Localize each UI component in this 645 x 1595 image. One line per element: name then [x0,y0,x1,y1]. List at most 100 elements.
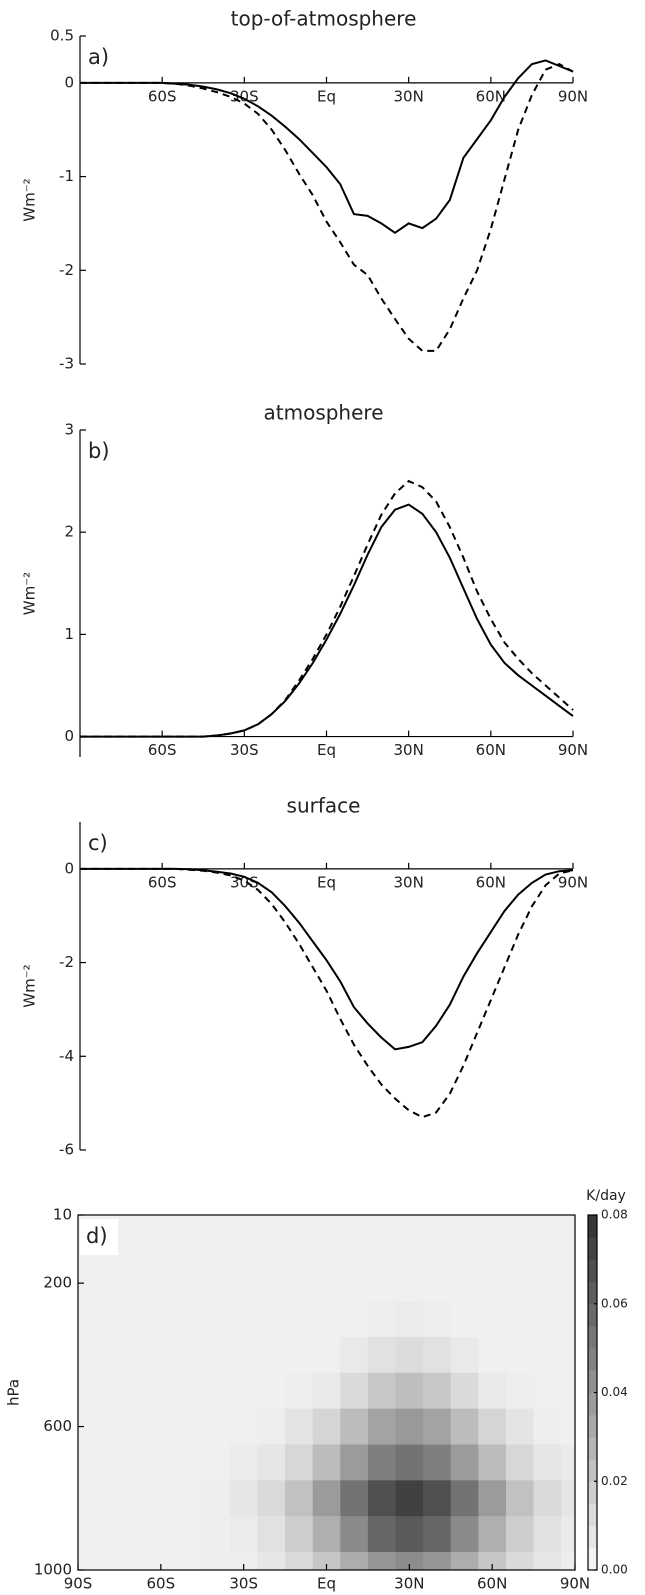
contour-cell [505,1552,535,1571]
contour-cell [423,1301,452,1338]
y-tick-label: -6 [59,1141,74,1159]
contour-cell [367,1231,397,1266]
y-tick-label: -4 [59,1047,74,1065]
contour-cell [147,1516,176,1553]
contour-cell [423,1444,452,1481]
contour-cell [202,1336,231,1374]
colorbar-segment [588,1392,597,1416]
axis-label: Wm⁻² [21,964,39,1007]
x-tick-label: 60N [476,87,506,105]
contour-cell [340,1552,369,1571]
x-tick-label: 90N [560,1575,590,1593]
colorbar-segment [588,1414,597,1438]
contour-cell [91,1301,120,1338]
contour-cell [423,1336,452,1374]
contour-cell [174,1516,203,1553]
contour-cell [174,1552,203,1571]
x-tick-label: 30S [230,87,259,105]
contour-cell [78,1301,93,1338]
contour-cell [478,1408,507,1445]
contour-cell [78,1372,93,1410]
contour-cell [395,1231,424,1266]
contour-cell [78,1444,93,1481]
y-tick-label: -2 [59,953,74,971]
contour-cell [257,1372,286,1410]
contour-cell [285,1444,314,1481]
contour-cell [367,1480,397,1517]
contour-cell [478,1552,507,1571]
contour-cell [340,1372,369,1410]
contour-cell [312,1552,341,1571]
colorbar-segment [588,1459,597,1482]
contour-cell [395,1552,424,1571]
contour-cell [229,1215,258,1232]
contour-cell [147,1552,176,1571]
contour-cell [257,1480,286,1517]
contour-cell [229,1408,258,1445]
contour-cell [202,1552,231,1571]
x-tick-label: 90N [558,741,588,759]
contour-cell [174,1231,203,1266]
contour-cell [505,1480,535,1517]
contour-cell [505,1372,535,1410]
contour-cell [450,1215,479,1232]
contour-cell [340,1336,369,1374]
contour-cell [395,1301,424,1338]
x-tick-label: 60S [148,741,177,759]
x-tick-label: Eq [317,1575,336,1593]
x-tick-label: 60S [147,1575,176,1593]
colorbar-segment [588,1525,597,1549]
contour-cell [395,1265,424,1302]
contour-cell [119,1372,148,1410]
contour-cell [533,1408,562,1445]
contour-cell [533,1552,562,1571]
contour-cell [478,1231,507,1266]
x-tick-label: 60N [477,1575,507,1593]
contour-cell [257,1444,286,1481]
contour-cell [285,1301,314,1338]
contour-cell [423,1231,452,1266]
contour-cell [229,1516,258,1553]
contour-cell [533,1215,562,1232]
colorbar-segment [588,1436,597,1460]
contour-cell [340,1444,369,1481]
contour-cell [91,1408,120,1445]
contour-cell [312,1336,341,1374]
line-series [80,479,574,738]
contour-cell [450,1408,479,1445]
contour-cell [561,1480,576,1517]
contour-cell [533,1480,562,1517]
colorbar-tick-label: 0.00 [601,1563,628,1577]
colorbar-segment [588,1370,597,1393]
contour-cell [78,1552,93,1571]
x-tick-label: 30S [230,741,259,759]
contour-cell [533,1231,562,1266]
contour-cell [533,1444,562,1481]
contour-cell [285,1408,314,1445]
contour-cell [450,1301,479,1338]
contour-cell [561,1336,576,1374]
contour-cell [478,1480,507,1517]
contour-cell [202,1231,231,1266]
contour-cell [340,1231,369,1266]
contour-cell [340,1408,369,1445]
contour-cell [91,1336,120,1374]
contour-cell [340,1215,369,1232]
colorbar-segment [588,1348,597,1371]
contour-cell [174,1408,203,1445]
contour-cell [367,1552,397,1571]
contour-cell [147,1372,176,1410]
contour-cell [147,1480,176,1517]
contour-cell [202,1480,231,1517]
contour-cell [202,1444,231,1481]
y-tick-label: 0 [64,73,74,91]
contour-cell [450,1552,479,1571]
contour-cell [91,1516,120,1553]
contour-cell [423,1265,452,1302]
contour-cell [367,1408,397,1445]
y-tick-label: 1000 [34,1561,72,1579]
x-tick-label: 30S [229,1575,258,1593]
panel-label: a) [88,45,109,69]
contour-cell [505,1408,535,1445]
contour-cell [91,1480,120,1517]
